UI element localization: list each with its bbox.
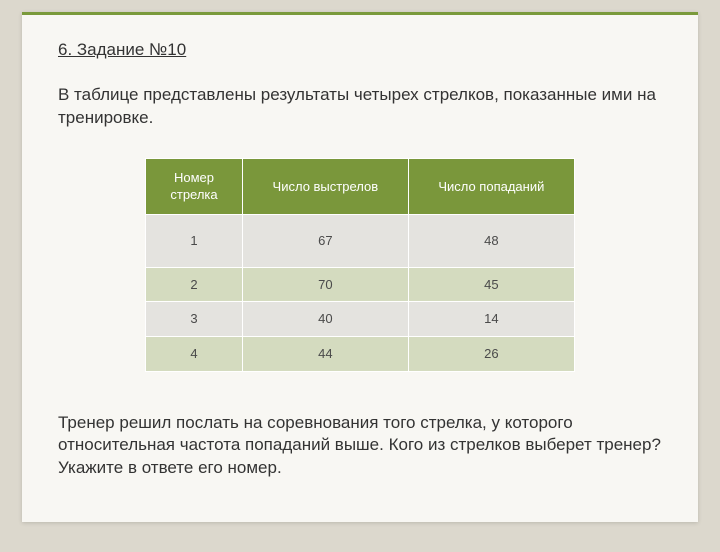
intro-text: В таблице представлены результаты четыре… xyxy=(58,84,662,130)
table-cell: 70 xyxy=(243,267,409,302)
table-cell: 67 xyxy=(243,214,409,267)
table-cell: 2 xyxy=(146,267,243,302)
col-header: Число выстрелов xyxy=(243,158,409,214)
table-row: 2 70 45 xyxy=(146,267,575,302)
table-header-row: Номер стрелка Число выстрелов Число попа… xyxy=(146,158,575,214)
table-cell: 44 xyxy=(243,337,409,372)
table-cell: 45 xyxy=(408,267,574,302)
table-row: 4 44 26 xyxy=(146,337,575,372)
task-heading: 6. Задание №10 xyxy=(58,39,662,62)
table-cell: 40 xyxy=(243,302,409,337)
table-cell: 48 xyxy=(408,214,574,267)
table-cell: 14 xyxy=(408,302,574,337)
results-table: Номер стрелка Число выстрелов Число попа… xyxy=(145,158,575,372)
table-cell: 4 xyxy=(146,337,243,372)
table-cell: 1 xyxy=(146,214,243,267)
table-row: 1 67 48 xyxy=(146,214,575,267)
col-header: Число попаданий xyxy=(408,158,574,214)
slide: 6. Задание №10 В таблице представлены ре… xyxy=(22,12,698,522)
outro-text: Тренер решил послать на соревнования тог… xyxy=(58,412,662,481)
col-header: Номер стрелка xyxy=(146,158,243,214)
table-row: 3 40 14 xyxy=(146,302,575,337)
table-cell: 26 xyxy=(408,337,574,372)
table-cell: 3 xyxy=(146,302,243,337)
